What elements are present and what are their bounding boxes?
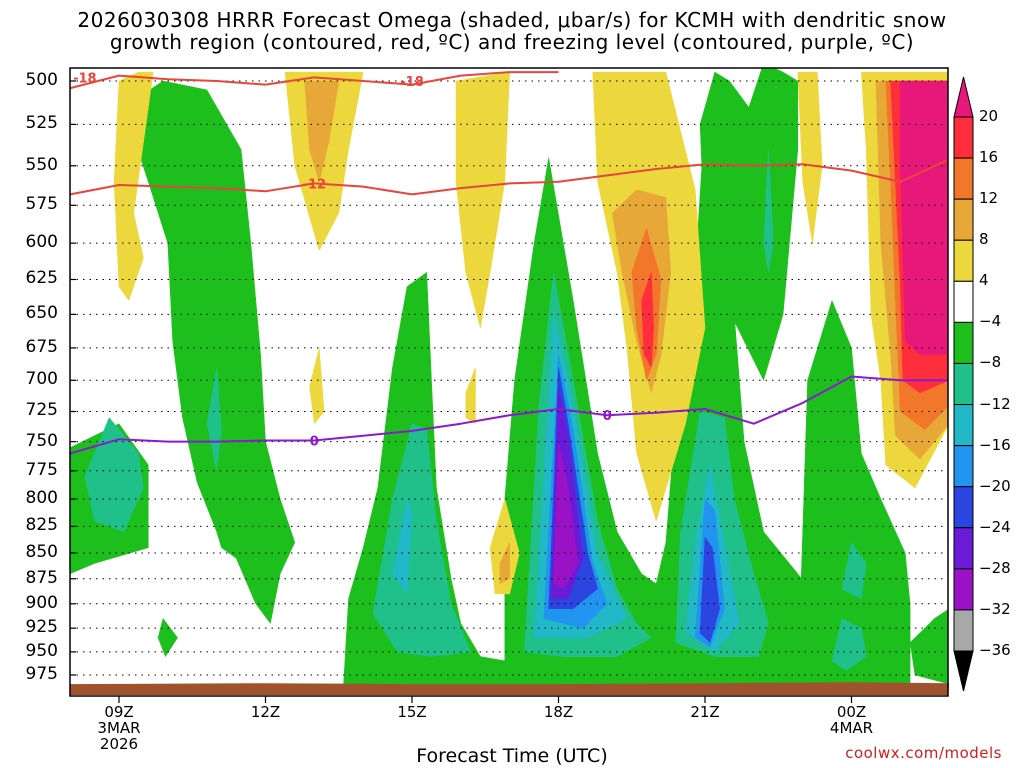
y-tick-label-575: 575 xyxy=(25,194,58,215)
omega-region-42 xyxy=(900,80,948,355)
omega-region-32 xyxy=(797,71,823,244)
omega-region-24 xyxy=(553,441,579,590)
credit-text: coolwx.com/models xyxy=(845,744,1002,762)
y-tick-label-875: 875 xyxy=(25,567,58,588)
x-tick-label-15: 15Z xyxy=(397,703,427,721)
contour-label-0-1: -18 xyxy=(400,75,424,90)
ground-fill xyxy=(70,682,950,695)
omega-region-29 xyxy=(465,367,476,425)
x-axis-title: Forecast Time (UTC) xyxy=(416,745,608,767)
colorbar-bin-3 xyxy=(953,239,974,282)
contour-label-1-0: -12 xyxy=(303,177,327,192)
y-tick-label-675: 675 xyxy=(25,336,58,357)
contour-line-2 xyxy=(70,375,948,455)
colorbar-label-7: −12 xyxy=(979,394,1011,413)
colorbar-bin-12 xyxy=(953,609,974,652)
y-tick-label-600: 600 xyxy=(25,232,58,253)
colorbar-top-arrow xyxy=(953,76,974,118)
y-tick-label-825: 825 xyxy=(25,515,58,536)
omega-region-8 xyxy=(84,417,144,533)
colorbar xyxy=(953,76,974,692)
contour-label-2-0: 0 xyxy=(310,434,319,449)
x-tick-label-24: 00Z 4MAR xyxy=(829,703,874,737)
ground-surface xyxy=(70,682,950,695)
colorbar-label-4: 4 xyxy=(979,271,989,290)
colorbar-label-2: 12 xyxy=(979,189,999,208)
y-tick-label-650: 650 xyxy=(25,303,58,324)
colorbar-bin-10 xyxy=(953,527,974,570)
colorbar-bottom-arrow xyxy=(953,650,974,692)
contour-line-1 xyxy=(70,158,948,196)
y-tick-label-850: 850 xyxy=(25,541,58,562)
y-tick-label-900: 900 xyxy=(25,592,58,613)
omega-region-28 xyxy=(455,71,510,328)
colorbar-label-1: 16 xyxy=(979,148,999,167)
colorbar-bin-7 xyxy=(953,404,974,447)
colorbar-bin-9 xyxy=(953,486,974,529)
y-tick-label-750: 750 xyxy=(25,430,58,451)
omega-region-5 xyxy=(699,68,799,381)
x-tick-label-21: 21Z xyxy=(690,703,720,721)
axis-ticks xyxy=(70,80,853,703)
colorbar-label-5: −4 xyxy=(979,312,1002,331)
y-tick-label-700: 700 xyxy=(25,369,58,390)
contour-line-0 xyxy=(70,71,559,90)
x-tick-label-9: 09Z 3MAR 2026 xyxy=(97,703,141,753)
colorbar-label-3: 8 xyxy=(979,230,989,249)
temperature-contours: -18 -18 -12 0 0 xyxy=(70,71,948,455)
omega-region-22 xyxy=(699,536,720,643)
colorbar-bin-11 xyxy=(953,568,974,611)
omega-region-16 xyxy=(392,498,413,595)
omega-region-2 xyxy=(157,617,178,658)
colorbar-label-13: −36 xyxy=(979,641,1011,659)
chart-title-line-2: growth region (contoured, red, ºC) and f… xyxy=(109,30,915,54)
y-tick-label-550: 550 xyxy=(25,154,58,175)
colorbar-bin-5 xyxy=(953,321,974,364)
omega-region-30 xyxy=(489,498,520,595)
colorbar-label-6: −8 xyxy=(979,353,1002,372)
colorbar-label-10: −24 xyxy=(979,517,1011,536)
omega-region-40 xyxy=(641,272,654,369)
omega-region-27 xyxy=(309,347,325,425)
colorbar-bin-4 xyxy=(953,280,974,323)
chart-title-line-1: 2026030308 HRRR Forecast Omega (shaded, … xyxy=(77,8,947,32)
y-tick-label-800: 800 xyxy=(25,488,58,509)
x-tick-label-12: 12Z xyxy=(250,703,281,721)
contour-label-2-1: 0 xyxy=(603,409,612,424)
colorbar-bin-0 xyxy=(953,116,974,159)
colorbar-label-9: −20 xyxy=(979,476,1011,495)
colorbar-label-0: 20 xyxy=(979,107,999,125)
y-tick-label-950: 950 xyxy=(25,640,58,661)
omega-region-13 xyxy=(831,618,867,671)
colorbar-bin-6 xyxy=(953,362,974,406)
omega-region-7 xyxy=(909,609,948,685)
colorbar-label-12: −32 xyxy=(979,599,1011,618)
plot-frame xyxy=(69,67,949,697)
omega-region-1 xyxy=(123,80,296,624)
colorbar-bin-8 xyxy=(953,445,974,488)
y-tick-label-775: 775 xyxy=(25,459,58,480)
omega-shading-layer xyxy=(70,68,948,685)
omega-region-34 xyxy=(304,80,340,183)
x-tick-label-18: 18Z xyxy=(543,703,574,721)
contour-label-0-0: -18 xyxy=(73,71,97,86)
colorbar-bin-2 xyxy=(953,198,974,241)
omega-region-10 xyxy=(372,423,471,657)
y-tick-label-975: 975 xyxy=(25,664,58,684)
y-tick-label-725: 725 xyxy=(25,400,58,421)
omega-region-35 xyxy=(499,542,510,585)
colorbar-label-8: −16 xyxy=(979,435,1011,454)
y-tick-label-500: 500 xyxy=(25,70,58,90)
omega-region-14 xyxy=(841,541,867,600)
colorbar-label-11: −28 xyxy=(979,558,1011,577)
y-tick-label-625: 625 xyxy=(25,268,58,289)
y-tick-label-925: 925 xyxy=(25,617,58,638)
colorbar-bin-1 xyxy=(953,157,974,200)
y-tick-label-525: 525 xyxy=(25,113,58,134)
omega-region-9 xyxy=(206,367,222,471)
